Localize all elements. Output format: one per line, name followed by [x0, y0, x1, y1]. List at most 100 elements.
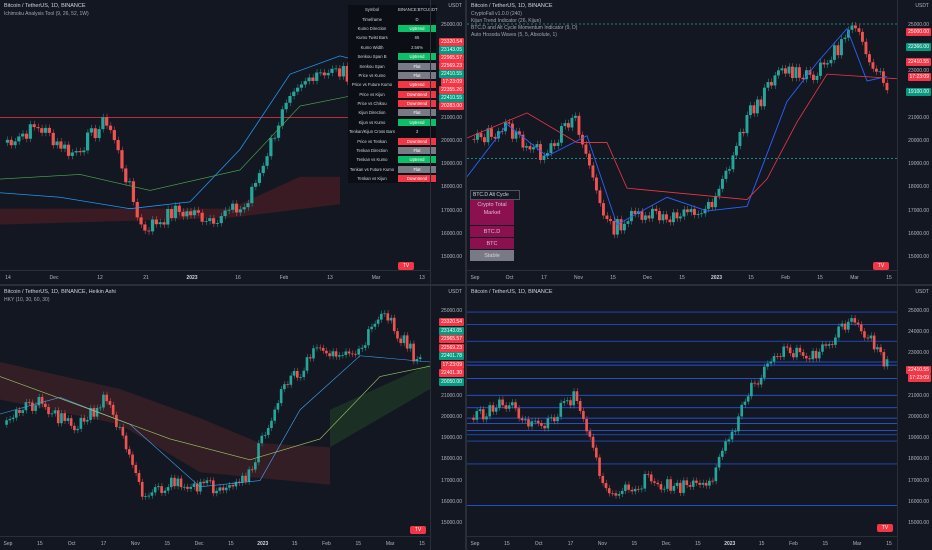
price-tag: 22410.55 [906, 58, 931, 66]
candle-body [821, 344, 824, 352]
cryptofall-chart-canvas[interactable] [467, 0, 897, 270]
table-row-label: Kumo Direction [357, 25, 387, 31]
candle-body [299, 377, 302, 378]
candle-body [595, 447, 598, 458]
candle-body [868, 54, 871, 63]
price-tick: 21000.00 [908, 392, 929, 399]
candle-body [773, 75, 777, 86]
candle-body [160, 486, 163, 493]
candle-body [782, 346, 786, 357]
heikin-ashi-chart-canvas[interactable] [0, 286, 430, 536]
ichimoku-table-row: Senkou Span Flat [348, 61, 436, 70]
levels-chart-canvas[interactable] [467, 286, 897, 536]
candle-body [604, 483, 608, 489]
chart-pane-levels[interactable]: Bitcoin / TetherUS, 1D, BINANCE USDT 250… [467, 286, 932, 550]
candle-body [653, 481, 656, 483]
price-tick: 15000.00 [441, 254, 462, 260]
candle-body [481, 409, 485, 420]
chart-pane-ichimoku[interactable]: Bitcoin / TetherUS, 1D, BINANCE Ichimoku… [0, 0, 465, 284]
candle-body [688, 485, 692, 487]
chart-pane-cryptofall[interactable]: Bitcoin / TetherUS, 1D, BINANCE CryptoFa… [467, 0, 932, 284]
indicator-legend[interactable]: Ichimoku Analysis Tool (9, 26, 52, 1W) [4, 11, 89, 17]
candle-body [202, 481, 205, 484]
candle-body [341, 355, 344, 356]
price-axis[interactable]: USDT 25000.0024000.0023000.0022000.00210… [430, 286, 465, 550]
candle-body [189, 486, 193, 489]
candle-body [128, 181, 132, 183]
price-axis[interactable]: USDT 25000.0024000.0023000.0022000.00210… [430, 0, 465, 284]
candle-body [56, 410, 60, 424]
candle-body [44, 403, 47, 408]
cycle-cell-stable: Stable [470, 250, 514, 262]
time-tick: 15 [886, 541, 892, 547]
candle-body [288, 96, 292, 103]
time-tick: 13 [327, 275, 333, 281]
indicator-legend-kijun-trend[interactable]: Kijun Trend Indicator (26, Kijun) [471, 18, 542, 24]
candle-body [31, 402, 34, 411]
candle-body [177, 205, 181, 212]
candle-body [494, 407, 498, 412]
price-tick: 20000.00 [908, 414, 929, 420]
time-tick: 15 [164, 541, 170, 547]
candle-body [376, 319, 380, 324]
candle-body [418, 357, 422, 360]
candle-body [721, 450, 724, 457]
candle-body [231, 485, 235, 487]
ichimoku-table-row: Tenkan Direction Flat [348, 146, 436, 155]
candle-body [215, 223, 220, 224]
candle-body [208, 218, 212, 222]
candle-body [120, 150, 124, 169]
candle-body [733, 431, 737, 433]
price-axis[interactable]: USDT 25000.0024000.0023000.0022000.00210… [897, 0, 932, 284]
candle-body [859, 324, 863, 332]
candle-body [746, 396, 750, 402]
candle-body [273, 137, 277, 139]
candle-body [588, 431, 592, 437]
price-tick: 18000.00 [441, 456, 462, 463]
candle-body [8, 419, 12, 421]
candle-body [530, 421, 534, 427]
pane-divider-vertical[interactable] [465, 0, 467, 550]
candle-body [386, 313, 390, 321]
cycle-cell-crypto-total: Crypto Total Market [470, 200, 514, 226]
candle-body [514, 131, 518, 139]
indicator-legend-hosoda-waves[interactable]: Auto Hosoda Waves (5, 5, Absolute, 1) [471, 32, 557, 38]
price-tick: 24000.00 [908, 329, 929, 336]
indicator-legend-btcd-cycle[interactable]: BTC.D and Alt Cycle Momentum Indicator (… [471, 25, 578, 31]
pane-divider-horizontal[interactable] [0, 284, 932, 286]
price-tick: 16000.00 [908, 230, 929, 237]
candle-body [179, 478, 183, 488]
time-tick: 17 [100, 541, 107, 547]
price-tick: 15000.00 [908, 520, 929, 526]
candle-body [363, 345, 367, 348]
time-tick: 15 [291, 541, 298, 547]
candle-body [853, 318, 857, 323]
candle-body [221, 487, 225, 491]
candle-body [227, 209, 231, 211]
candle-body [703, 208, 707, 214]
candle-body [66, 144, 71, 156]
time-axis[interactable]: Sep Oct 17 Nov 15 Dec 15 2023 15 Feb 15 Mar 15 [467, 270, 897, 284]
price-tick: 18000.00 [441, 184, 462, 191]
price-tag: 20050.00 [439, 377, 464, 386]
time-tick: 17 [541, 275, 547, 281]
candle-body [223, 210, 227, 217]
indicator-legend[interactable]: HKY (10, 30, 60, 30) [4, 297, 50, 303]
chart-pane-heikin-ashi[interactable]: Bitcoin / TetherUS, 1D, BINANCE, Heikin … [0, 286, 465, 550]
candle-body [254, 182, 258, 187]
candle-body [74, 151, 78, 153]
time-axis[interactable]: 14 Dec 12 21 2023 16 Feb 13 Mar 13 [0, 270, 430, 284]
candle-body [805, 70, 808, 80]
price-tick: 18000.00 [908, 184, 929, 191]
price-axis[interactable]: USDT 25000.0024000.0023000.0022000.00210… [897, 286, 932, 550]
indicator-legend-cryptofall[interactable]: CryptoFall v1.0.0 (240) [471, 11, 522, 17]
time-axis[interactable]: Sep 15 Oct 17 Nov 15 Dec 15 2023 15 Feb 15 Mar 15 [467, 536, 897, 550]
table-row-value: Downtrend [398, 137, 436, 145]
time-axis[interactable]: Sep 15 Oct 17 Nov 15 Dec 15 2023 15 Feb 15 Mar 15 [0, 536, 430, 550]
table-row-label: Kumo Width [360, 44, 384, 50]
candle-body [257, 443, 260, 463]
candle-body [93, 128, 97, 139]
candle-body [798, 67, 801, 78]
candle-body [517, 408, 521, 419]
candle-body [354, 353, 357, 355]
